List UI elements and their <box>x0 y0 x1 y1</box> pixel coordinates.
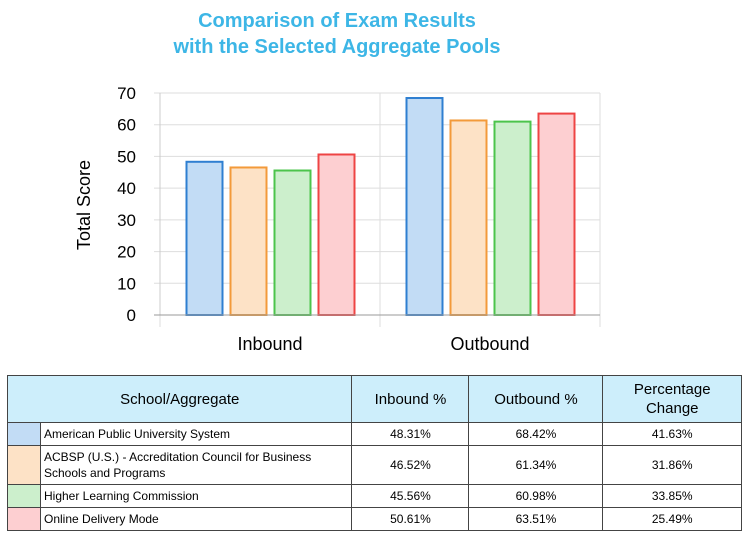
bar <box>405 97 444 316</box>
row-change: 31.86% <box>602 445 742 485</box>
chart-title-line-2: with the Selected Aggregate Pools <box>173 36 501 58</box>
row-change: 25.49% <box>602 507 742 531</box>
results-table: School/Aggregate Inbound % Outbound % Pe… <box>6 375 742 531</box>
header-percentage-change: Percentage Change <box>602 375 742 423</box>
y-tick-label: 10 <box>117 274 136 293</box>
axes: 0 10 20 30 40 50 60 70 Inbound Outbound <box>117 84 600 354</box>
bar <box>537 112 576 317</box>
row-inbound: 46.52% <box>351 445 470 485</box>
y-tick-label: 70 <box>117 84 136 103</box>
table-row: American Public University System 48.31%… <box>7 422 742 446</box>
table-row: Higher Learning Commission 45.56% 60.98%… <box>7 484 742 508</box>
y-tick-label: 50 <box>117 147 136 166</box>
y-tick-label: 40 <box>117 179 136 198</box>
legend-swatch-orange <box>7 445 41 485</box>
y-tick-label: 60 <box>117 116 136 135</box>
legend-swatch-red <box>7 507 41 531</box>
bar <box>317 153 356 316</box>
y-tick-label: 20 <box>117 243 136 262</box>
table-header-row: School/Aggregate Inbound % Outbound % Pe… <box>6 375 742 423</box>
row-outbound: 68.42% <box>468 422 604 446</box>
row-inbound: 50.61% <box>351 507 470 531</box>
header-inbound: Inbound % <box>351 375 470 423</box>
y-tick-label: 0 <box>127 306 136 325</box>
chart-title-line-1: Comparison of Exam Results <box>198 10 476 32</box>
row-outbound: 61.34% <box>468 445 604 485</box>
header-outbound: Outbound % <box>468 375 604 423</box>
bar <box>449 119 488 316</box>
row-name: Higher Learning Commission <box>39 484 353 508</box>
x-tick-label: Inbound <box>237 334 302 354</box>
row-change: 33.85% <box>602 484 742 508</box>
row-inbound: 48.31% <box>351 422 470 446</box>
chart-title: Comparison of Exam Results with the Sele… <box>0 8 674 60</box>
row-outbound: 63.51% <box>468 507 604 531</box>
row-name: American Public University System <box>39 422 353 446</box>
table-row: ACBSP (U.S.) - Accreditation Council for… <box>7 445 742 485</box>
row-change: 41.63% <box>602 422 742 446</box>
x-tick-label: Outbound <box>450 334 529 354</box>
row-name: Online Delivery Mode <box>39 507 353 531</box>
table-row: Online Delivery Mode 50.61% 63.51% 25.49… <box>7 507 742 531</box>
row-outbound: 60.98% <box>468 484 604 508</box>
bar <box>185 160 224 316</box>
bar-chart: 0 10 20 30 40 50 60 70 Inbound Outbound Total Sco… <box>74 84 601 354</box>
header-school-aggregate: School/Aggregate <box>6 375 353 423</box>
legend-swatch-blue <box>7 422 41 446</box>
row-inbound: 45.56% <box>351 484 470 508</box>
header-percentage-change-label: Percentage Change <box>633 381 711 417</box>
y-tick-label: 30 <box>117 211 136 230</box>
row-name: ACBSP (U.S.) - Accreditation Council for… <box>39 445 353 485</box>
bar <box>493 120 532 316</box>
bar <box>229 166 268 316</box>
bar <box>273 169 312 316</box>
y-axis-label: Total Score <box>74 160 94 250</box>
legend-swatch-green <box>7 484 41 508</box>
